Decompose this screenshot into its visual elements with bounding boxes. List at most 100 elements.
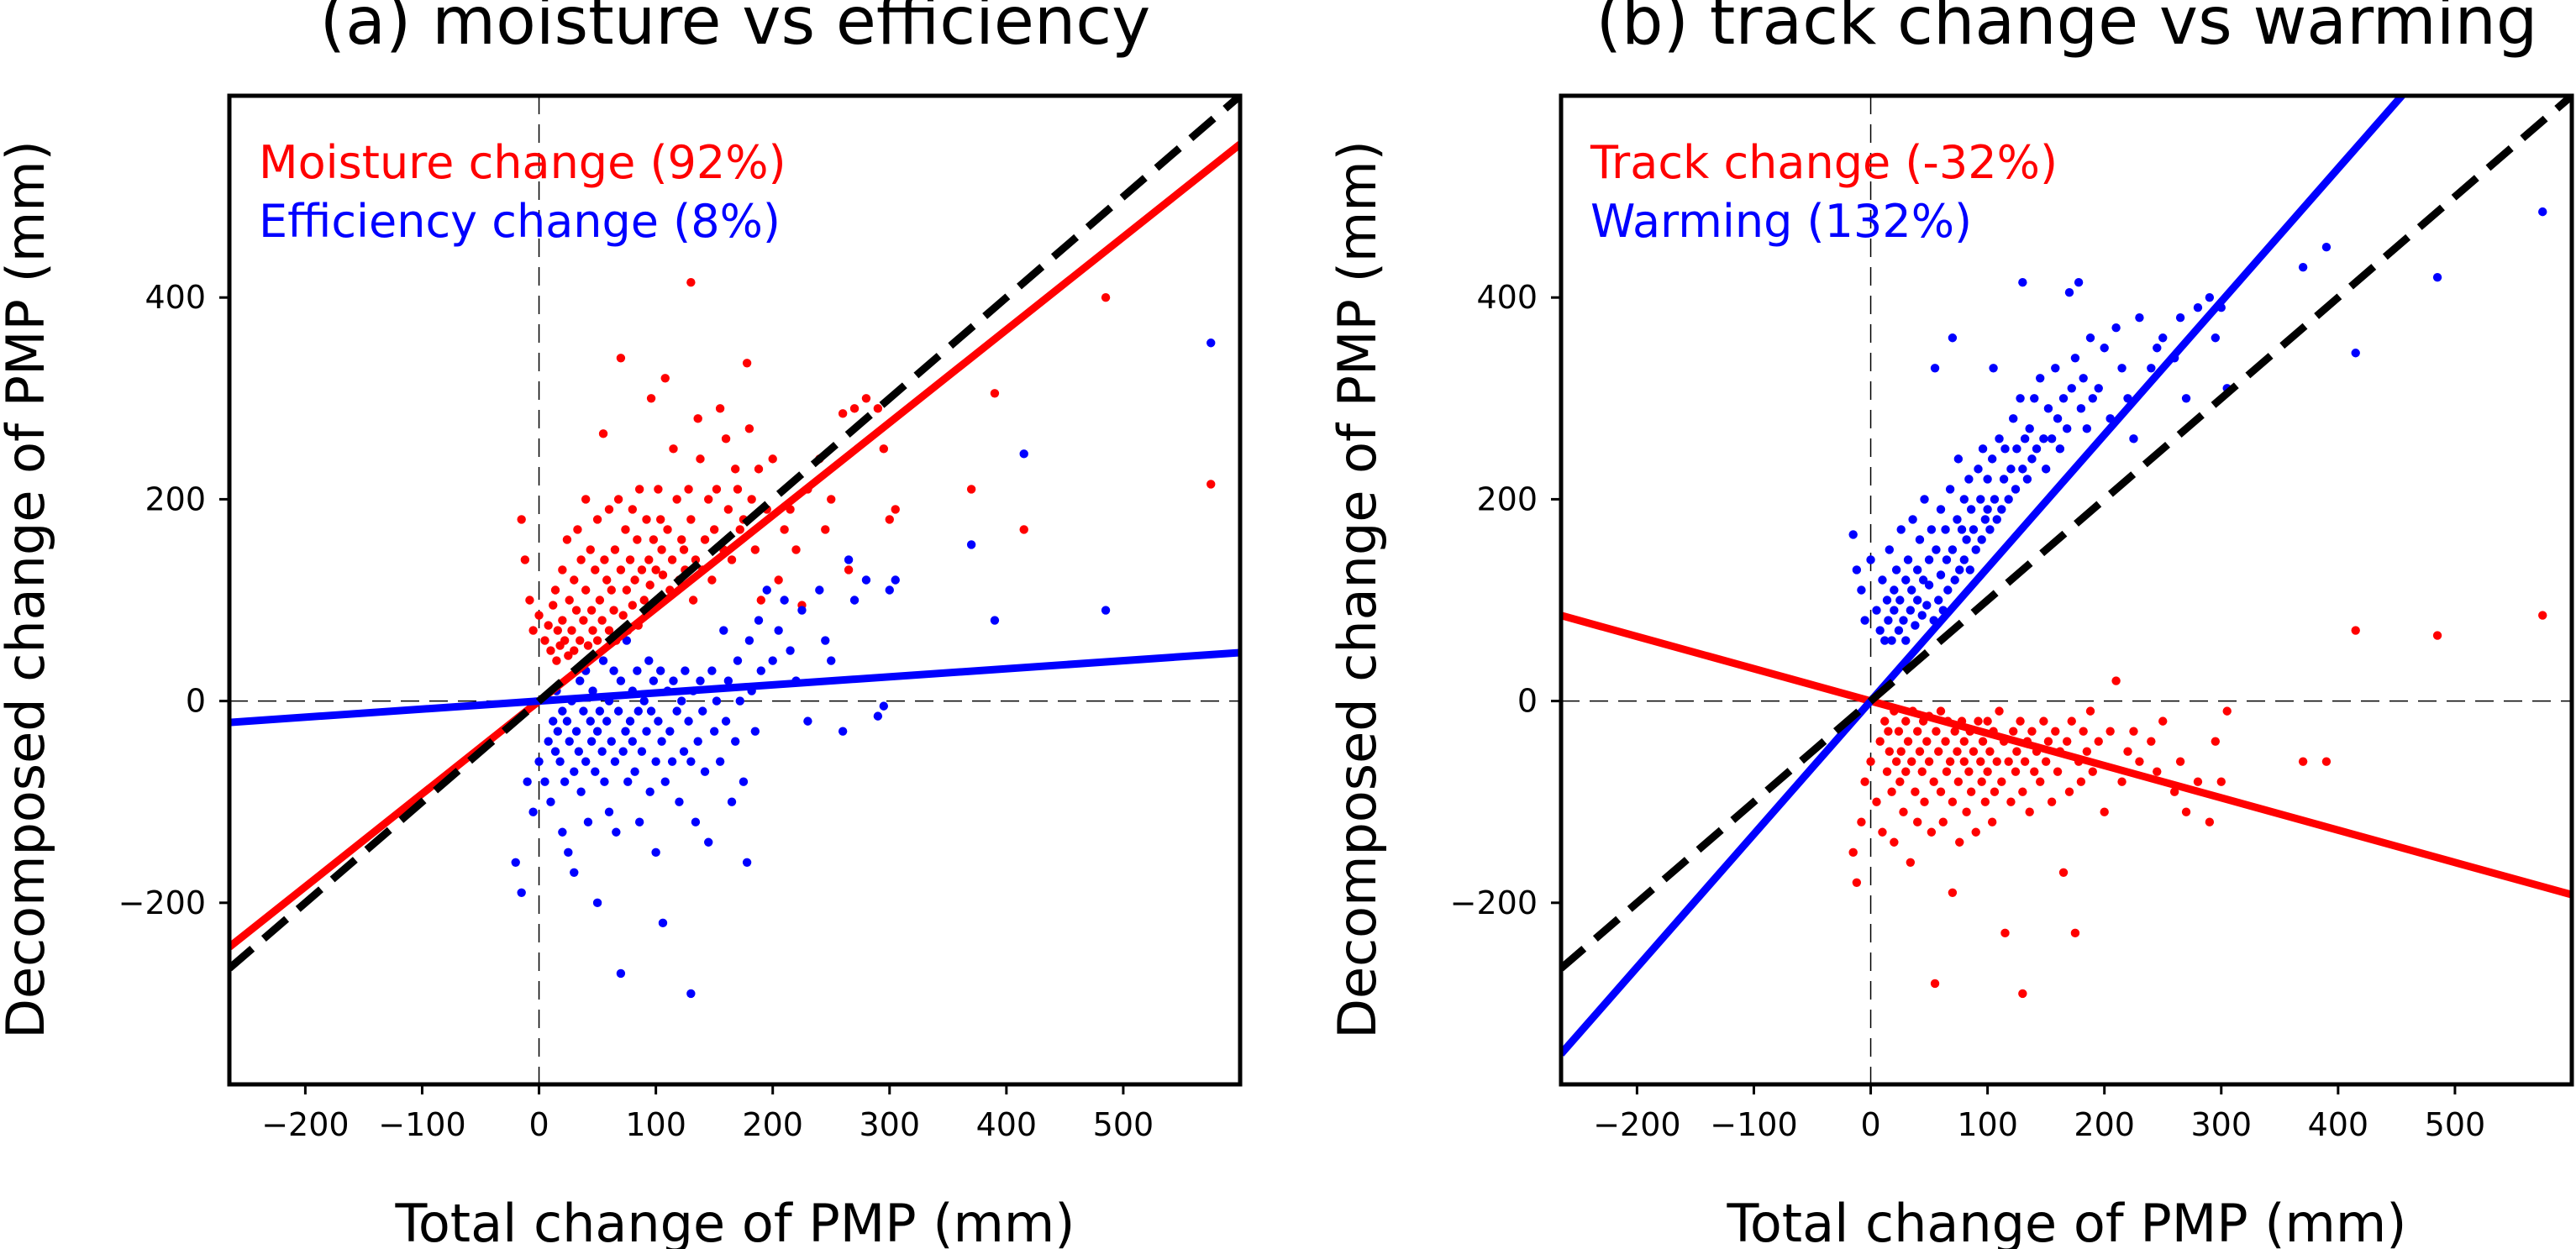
panel-a-point-efficiency-change xyxy=(696,676,705,685)
panel-b-point-track-change xyxy=(1866,757,1875,766)
panel-b-point-track-change xyxy=(1878,827,1887,837)
panel-b-xtick-label: 100 xyxy=(1957,1106,2018,1143)
panel-b-point-warming xyxy=(2004,495,2013,504)
panel-b-point-track-change xyxy=(1934,747,1943,756)
panel-b-point-warming xyxy=(2181,394,2191,403)
panel-b-point-warming xyxy=(1875,626,1885,635)
panel-a-point-moisture-change xyxy=(642,515,651,524)
panel-a-point-efficiency-change xyxy=(597,747,607,756)
panel-b-point-track-change xyxy=(2011,767,2021,776)
panel-a-point-moisture-change xyxy=(586,606,597,615)
panel-a-point-moisture-change xyxy=(700,535,710,544)
panel-b-point-track-change xyxy=(2079,727,2088,736)
panel-a-point-moisture-change xyxy=(891,505,900,514)
panel-b-point-warming xyxy=(2016,394,2025,403)
panel-a-point-moisture-change xyxy=(544,621,553,630)
panel-a-point-efficiency-change xyxy=(607,737,616,746)
panel-b-point-track-change xyxy=(2051,727,2060,736)
panel-a-point-moisture-change xyxy=(625,555,635,564)
panel-a-point-efficiency-change xyxy=(595,706,605,716)
panel-b-point-warming xyxy=(1922,601,1932,610)
panel-a-point-efficiency-change xyxy=(609,666,618,675)
panel-a-point-efficiency-change xyxy=(700,767,710,776)
panel-b-point-track-change xyxy=(1977,777,1986,786)
panel-a-point-efficiency-change xyxy=(598,656,608,665)
panel-a-xtick-label: −100 xyxy=(378,1106,465,1143)
panel-a-point-moisture-change xyxy=(645,580,655,590)
panel-a-point-efficiency-change xyxy=(576,676,585,685)
panel-a-point-efficiency-change xyxy=(639,696,649,706)
panel-b-point-warming xyxy=(1930,364,1940,373)
panel-b-point-track-change xyxy=(1966,787,1976,796)
panel-a-point-moisture-change xyxy=(621,525,630,534)
panel-a-plot-area xyxy=(229,96,1240,1084)
panel-b-point-track-change xyxy=(2000,928,2010,938)
panel-b-point-track-change xyxy=(1885,747,1895,756)
panel-a-point-moisture-change xyxy=(579,616,588,625)
panel-b-point-track-change xyxy=(1955,837,1964,847)
panel-a-point-moisture-change xyxy=(517,515,526,524)
panel-a-point-efficiency-change xyxy=(686,989,696,999)
panel-b-point-track-change xyxy=(2041,757,2051,766)
panel-a-point-moisture-change xyxy=(754,464,764,474)
panel-b-point-warming xyxy=(2041,464,2051,474)
panel-a-point-moisture-change xyxy=(654,485,663,494)
panel-a-point-efficiency-change xyxy=(715,757,725,766)
panel-a-point-efficiency-change xyxy=(750,727,760,736)
panel-a-point-efficiency-change xyxy=(691,817,701,827)
panel-a-point-efficiency-change xyxy=(762,585,771,595)
panel-a-point-moisture-change xyxy=(607,585,616,595)
panel-b-point-track-change xyxy=(2205,817,2215,827)
panel-a-point-efficiency-change xyxy=(540,777,549,786)
panel-b-point-warming xyxy=(2321,242,2332,252)
panel-a-point-moisture-change xyxy=(707,575,717,585)
panel-a-point-moisture-change xyxy=(733,485,743,494)
panel-a-point-moisture-change xyxy=(651,565,660,575)
panel-b-point-warming xyxy=(1978,444,1988,454)
panel-a-point-efficiency-change xyxy=(645,787,655,796)
panel-a-point-efficiency-change xyxy=(679,747,689,756)
panel-b-ytick-label: −200 xyxy=(1450,884,1538,921)
panel-b-point-warming xyxy=(2074,277,2084,287)
panel-a-point-moisture-change xyxy=(696,454,705,464)
panel-b-xtick-label: 300 xyxy=(2191,1106,2253,1143)
panel-b-point-track-change xyxy=(1959,737,1969,746)
panel-a-point-moisture-change xyxy=(560,636,570,645)
panel-b-point-warming xyxy=(2111,323,2121,333)
panel-b-point-track-change xyxy=(2082,747,2092,756)
panel-b-point-track-change xyxy=(1987,817,1997,827)
panel-a-point-moisture-change xyxy=(634,485,644,494)
panel-a-point-efficiency-change xyxy=(581,757,591,766)
panel-b-point-warming xyxy=(1948,545,1958,554)
panel-a-ytick-label: 400 xyxy=(145,279,206,316)
panel-a-point-moisture-change xyxy=(873,404,883,413)
panel-a-point-efficiency-change xyxy=(733,656,743,665)
panel-b-point-warming xyxy=(1953,515,1962,524)
panel-b-point-track-change xyxy=(1911,787,1920,796)
panel-b-point-warming xyxy=(1901,575,1911,585)
panel-b-point-track-change xyxy=(1936,787,1946,796)
panel-a-point-moisture-change xyxy=(768,454,777,464)
panel-a-point-efficiency-change xyxy=(562,716,572,726)
panel-a-point-moisture-change xyxy=(756,596,765,605)
panel-b-point-track-change xyxy=(1882,767,1892,776)
panel-a-point-moisture-change xyxy=(600,555,609,564)
panel-a-point-efficiency-change xyxy=(786,646,795,655)
panel-b-point-warming xyxy=(1997,505,2006,514)
panel-a-point-efficiency-change xyxy=(649,676,659,685)
panel-b-point-track-change xyxy=(2039,716,2048,726)
panel-a-point-efficiency-change xyxy=(879,701,889,711)
panel-a-point-efficiency-change xyxy=(675,797,684,806)
panel-a-point-efficiency-change xyxy=(990,616,1000,625)
panel-a-one-to-one-line xyxy=(229,96,1240,972)
panel-a-point-efficiency-change xyxy=(684,716,693,726)
panel-b-point-track-change xyxy=(2020,757,2030,766)
panel-b-point-track-change xyxy=(1990,787,2000,796)
panel-b-point-track-change xyxy=(2009,727,2018,736)
panel-a-point-efficiency-change xyxy=(681,666,690,675)
panel-b-point-track-change xyxy=(1978,737,1988,746)
panel-b-point-track-change xyxy=(1974,716,1983,726)
panel-a-point-efficiency-change xyxy=(873,711,883,721)
panel-a-point-moisture-change xyxy=(723,505,733,514)
